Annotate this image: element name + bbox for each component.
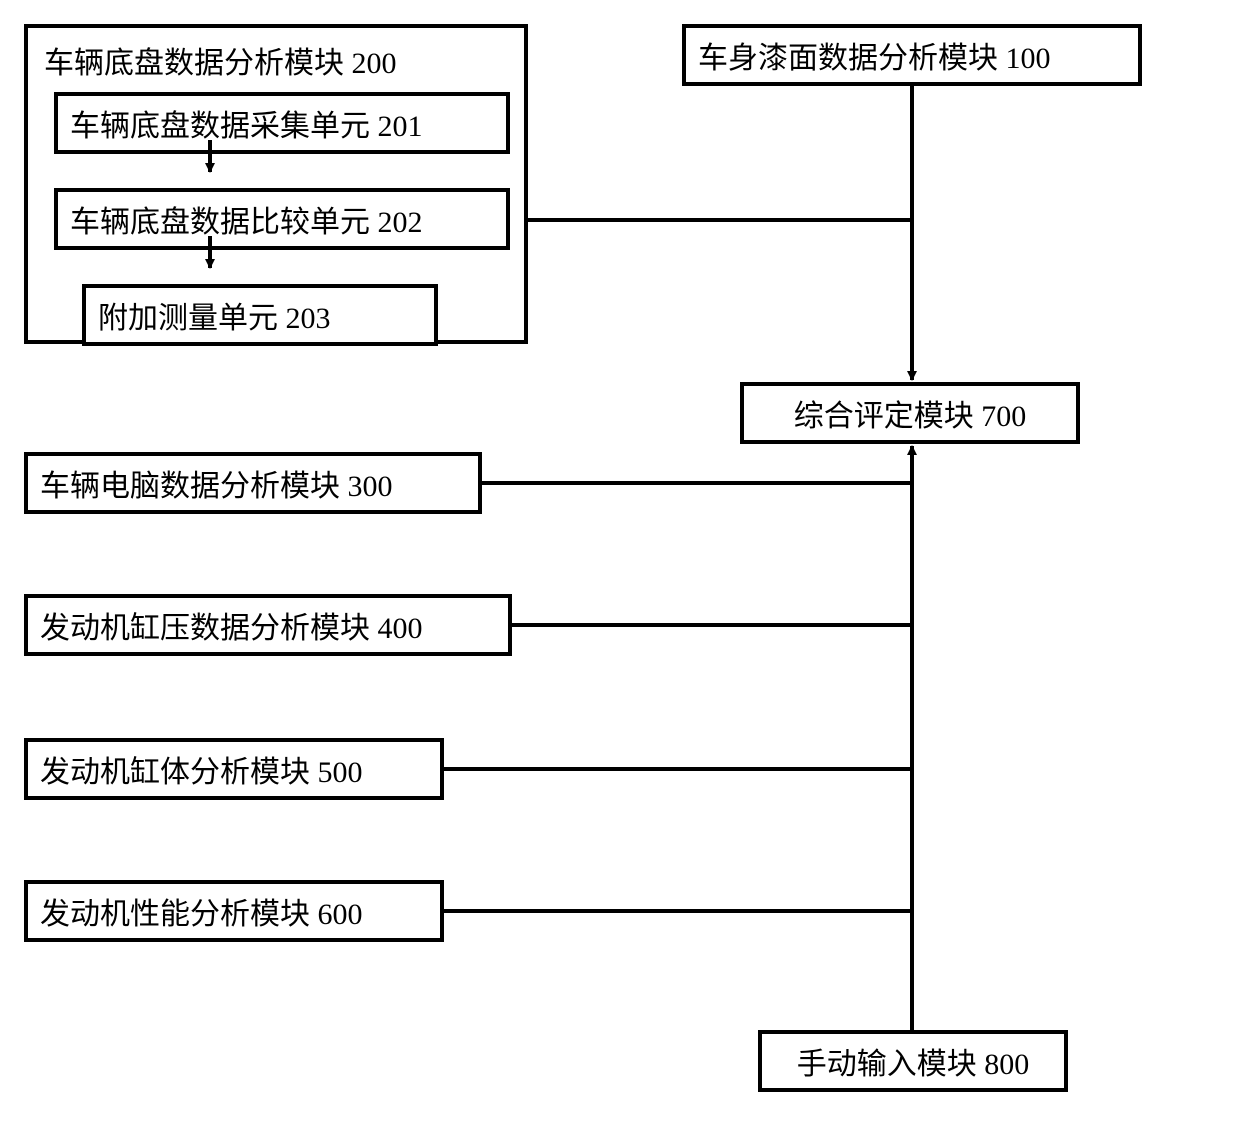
subunit-203: 附加测量单元 203 [82, 284, 438, 346]
module-800: 手动输入模块 800 [758, 1030, 1068, 1092]
module-400: 发动机缸压数据分析模块 400 [24, 594, 512, 656]
module-500: 发动机缸体分析模块 500 [24, 738, 444, 800]
module-100: 车身漆面数据分析模块 100 [682, 24, 1142, 86]
module-700: 综合评定模块 700 [740, 382, 1080, 444]
module-600: 发动机性能分析模块 600 [24, 880, 444, 942]
module-300: 车辆电脑数据分析模块 300 [24, 452, 482, 514]
module-200-container: 车辆底盘数据分析模块 200 车辆底盘数据采集单元 201 车辆底盘数据比较单元… [24, 24, 528, 344]
subunit-202: 车辆底盘数据比较单元 202 [54, 188, 510, 250]
module-200-title: 车辆底盘数据分析模块 200 [40, 36, 512, 92]
subunit-201: 车辆底盘数据采集单元 201 [54, 92, 510, 154]
